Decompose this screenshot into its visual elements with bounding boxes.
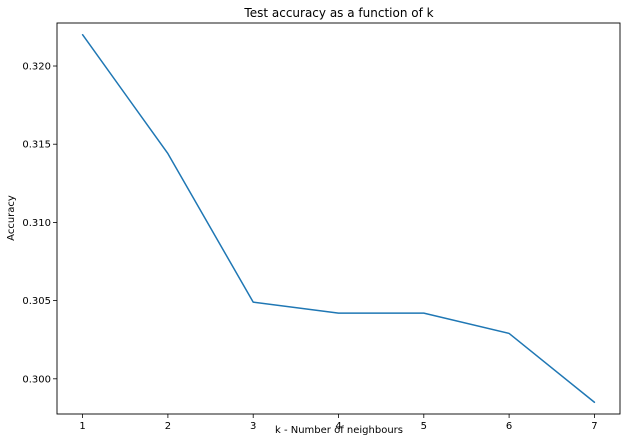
y-axis-label: Accuracy [6, 195, 17, 241]
x-tick-label: 4 [335, 421, 341, 432]
y-tick-label: 0.300 [22, 374, 51, 385]
x-tick-label: 2 [165, 421, 171, 432]
y-tick-label: 0.305 [22, 296, 51, 307]
y-tick-label: 0.315 [22, 140, 51, 151]
x-tick-label: 1 [79, 421, 85, 432]
x-axis-label: k - Number of neighbours [275, 425, 403, 436]
x-tick-label: 5 [421, 421, 427, 432]
x-tick-label: 7 [591, 421, 597, 432]
x-axis: 1 2 3 4 5 6 7 [79, 414, 598, 432]
x-tick-label: 6 [506, 421, 512, 432]
y-tick-label: 0.310 [22, 218, 51, 229]
y-tick-label: 0.320 [22, 62, 51, 73]
series-group [81, 33, 596, 404]
x-tick-label: 3 [250, 421, 256, 432]
chart-title: Test accuracy as a function of k [243, 6, 433, 20]
y-axis: 0.300 0.305 0.310 0.315 0.320 [22, 62, 57, 385]
series-line [81, 33, 596, 404]
